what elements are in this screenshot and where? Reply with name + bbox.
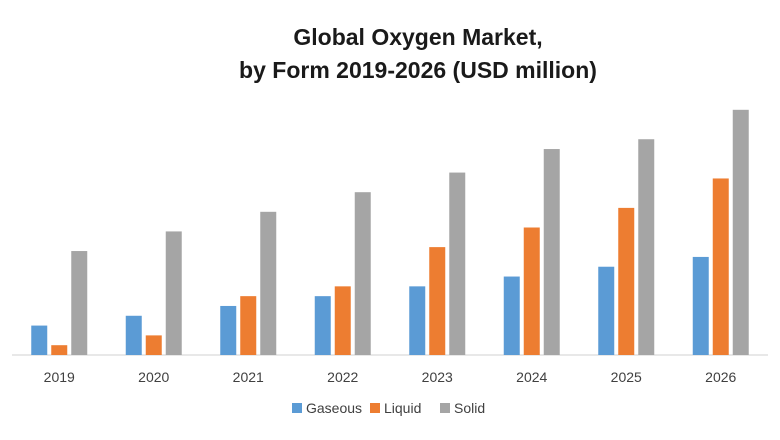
bar-solid-2024 bbox=[543, 149, 560, 355]
bar-gaseous-2025 bbox=[598, 266, 615, 355]
x-tick-label-2025: 2025 bbox=[611, 369, 642, 385]
legend-swatch-gaseous bbox=[292, 403, 302, 413]
legend-label-gaseous: Gaseous bbox=[306, 400, 362, 416]
legend: Gaseous Liquid Solid bbox=[292, 400, 485, 416]
bar-solid-2026 bbox=[732, 109, 749, 355]
x-tick-label-2023: 2023 bbox=[422, 369, 453, 385]
legend-label-liquid: Liquid bbox=[384, 400, 421, 416]
x-tick-label-2024: 2024 bbox=[516, 369, 547, 385]
bar-solid-2023 bbox=[449, 172, 466, 355]
bar-liquid-2022 bbox=[334, 286, 351, 355]
bar-liquid-2020 bbox=[145, 335, 162, 355]
x-tick-label-2022: 2022 bbox=[327, 369, 358, 385]
bar-gaseous-2020 bbox=[125, 315, 142, 355]
bar-solid-2020 bbox=[165, 231, 182, 355]
bar-liquid-2023 bbox=[429, 247, 446, 355]
bars-group bbox=[31, 109, 749, 355]
legend-label-solid: Solid bbox=[454, 400, 485, 416]
bar-gaseous-2021 bbox=[220, 305, 237, 355]
legend-swatch-solid bbox=[440, 403, 450, 413]
chart-title-line-1: Global Oxygen Market, bbox=[293, 24, 542, 50]
x-tick-label-2026: 2026 bbox=[705, 369, 736, 385]
bar-liquid-2026 bbox=[712, 178, 729, 355]
bar-gaseous-2022 bbox=[314, 296, 331, 355]
bar-gaseous-2019 bbox=[31, 325, 48, 355]
bar-liquid-2025 bbox=[618, 207, 635, 355]
bar-solid-2021 bbox=[260, 211, 277, 355]
legend-swatch-liquid bbox=[370, 403, 380, 413]
x-tick-label-2020: 2020 bbox=[138, 369, 169, 385]
bar-gaseous-2024 bbox=[503, 276, 520, 355]
bar-solid-2019 bbox=[71, 251, 88, 355]
bar-solid-2025 bbox=[638, 139, 655, 355]
bar-liquid-2021 bbox=[240, 296, 257, 355]
x-tick-labels: 2019 2020 2021 2022 2023 2024 2025 2026 bbox=[44, 369, 737, 385]
x-tick-label-2021: 2021 bbox=[233, 369, 264, 385]
chart-title-line-2: by Form 2019-2026 (USD million) bbox=[239, 57, 597, 83]
bar-gaseous-2026 bbox=[692, 256, 709, 355]
bar-gaseous-2023 bbox=[409, 286, 426, 355]
bar-liquid-2019 bbox=[51, 345, 68, 355]
x-tick-label-2019: 2019 bbox=[44, 369, 75, 385]
bar-solid-2022 bbox=[354, 192, 371, 355]
bar-liquid-2024 bbox=[523, 227, 540, 355]
